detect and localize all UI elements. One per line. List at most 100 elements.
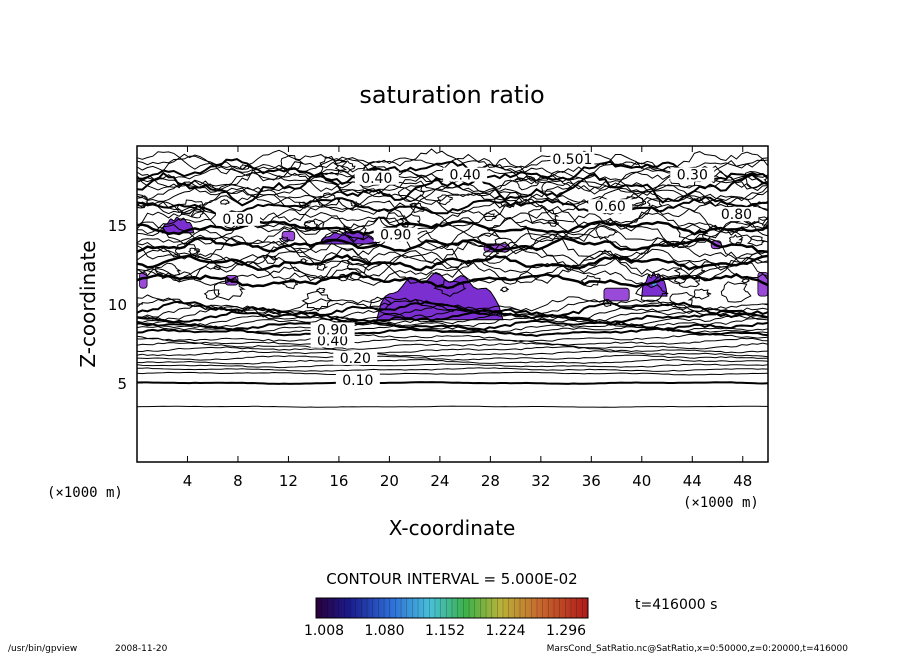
contour-label-bg: [310, 322, 355, 337]
contour-loop: [483, 248, 500, 258]
contour-loop: [635, 283, 669, 303]
contour-loop: [301, 290, 333, 312]
contour-loop: [350, 200, 358, 207]
contour-loop: [397, 184, 425, 203]
contour-loop: [343, 223, 369, 243]
colorbar-tick-label: 1.080: [364, 623, 404, 639]
contour-line: [136, 247, 769, 269]
footer-source: MarsCond_SatRatio.nc@SatRatio,x=0:50000,…: [547, 644, 849, 654]
chart-title: saturation ratio: [359, 81, 544, 109]
contour-label: 0.40: [317, 334, 348, 350]
contour-label: 0.40: [450, 168, 481, 184]
contour-label-bg: [550, 151, 595, 166]
contour-line: [136, 346, 769, 354]
contour-label: 0.80: [222, 212, 253, 228]
contour-label: 0.30: [677, 168, 708, 184]
contour-label-bg: [443, 167, 488, 182]
colorbar-stripes: [321, 598, 583, 618]
contour-loop: [514, 175, 540, 191]
contour-label-bg: [354, 170, 399, 185]
contour-loop: [747, 235, 766, 247]
contour-line: [136, 171, 769, 207]
contour-loop: [176, 199, 206, 218]
contour-label: 0.60: [595, 199, 626, 215]
contour-loop: [669, 291, 696, 309]
colorbar-tick-label: 1.008: [304, 623, 344, 639]
contour-line: [136, 405, 768, 408]
colorbar-ticks: 1.008 1.080 1.152 1.224 1.296: [304, 623, 586, 639]
footer-date: 2008-11-20: [115, 644, 168, 654]
contour-loop: [219, 198, 231, 206]
contour-line: [136, 253, 769, 272]
contour-label-bg: [670, 167, 715, 182]
x-tick-label: 8: [233, 472, 243, 490]
contour-loop: [741, 277, 750, 284]
contour-line: [136, 363, 769, 369]
contour-label-bg: [333, 350, 378, 365]
contour-line: [136, 316, 769, 329]
contour-loop: [155, 262, 182, 280]
contour-loop: [541, 180, 573, 197]
contour-loop: [316, 287, 326, 294]
contour-loop: [673, 274, 700, 288]
contour-label: 0.90: [317, 322, 348, 338]
footer-program: /usr/bin/gpview: [8, 644, 77, 654]
x-tick-label: 16: [329, 472, 348, 490]
contour-label-bg: [588, 199, 633, 214]
time-label: t=416000 s: [635, 597, 717, 613]
contour-line: [136, 354, 768, 361]
contour-loop: [399, 213, 422, 229]
contour-loop: [190, 209, 204, 219]
contour-line: [136, 333, 769, 342]
contour-loop: [500, 286, 509, 293]
contour-loop: [483, 212, 498, 222]
colorbar-tick-label: 1.296: [546, 623, 586, 639]
contour-label: 0.10: [342, 373, 373, 389]
x-axis: 4 8 12 16 20 24 28 32 36 40 44 48: [183, 146, 752, 490]
contour-loop: [433, 278, 466, 298]
contour-loop: [437, 194, 453, 206]
contour-label: 0.80: [721, 207, 752, 223]
contour-loop: [363, 162, 378, 173]
contour-loop: [528, 205, 560, 225]
y-tick-label: 5: [117, 375, 127, 393]
contour-line: [137, 337, 769, 346]
contour-loop: [673, 260, 706, 281]
contour-line: [136, 350, 769, 358]
x-axis-label: X-coordinate: [389, 516, 516, 540]
contour-loop: [333, 160, 356, 173]
colorbar-tick-label: 1.152: [425, 623, 465, 639]
contour-line: [136, 358, 769, 365]
contour-loop: [337, 273, 351, 282]
contour-line: [136, 309, 769, 326]
contour-loop: [213, 278, 246, 301]
x-tick-label: 28: [481, 472, 500, 490]
contour-loop: [693, 288, 712, 300]
contour-line: [136, 240, 768, 268]
contour-loop: [319, 156, 348, 176]
contour-loop: [315, 192, 341, 206]
contour-label-bg: [373, 227, 418, 242]
contour-loop: [300, 258, 309, 264]
contour-loop: [494, 191, 524, 208]
y-axis-label: Z-coordinate: [76, 240, 100, 367]
clear-region: [225, 248, 302, 300]
contour-line: [136, 313, 769, 327]
contour-loop: [720, 281, 752, 303]
contour-line: [136, 371, 769, 376]
contour-loop: [601, 298, 613, 308]
contour-line: [137, 367, 769, 372]
supersaturated-region: [161, 216, 195, 234]
contour-line: [136, 179, 769, 205]
contour-label-bg: [215, 211, 260, 226]
contour-loop: [213, 265, 222, 271]
contour-label: 0.20: [340, 351, 371, 367]
contour-loop: [239, 164, 252, 171]
contour-loop: [410, 202, 426, 214]
contour-loop: [298, 201, 312, 209]
contour-loop: [646, 198, 664, 209]
x-unit-left: (×1000 m): [47, 485, 123, 501]
colorbar-tick-label: 1.224: [485, 623, 525, 639]
x-tick-label: 36: [582, 472, 601, 490]
contour-loop: [316, 263, 329, 271]
